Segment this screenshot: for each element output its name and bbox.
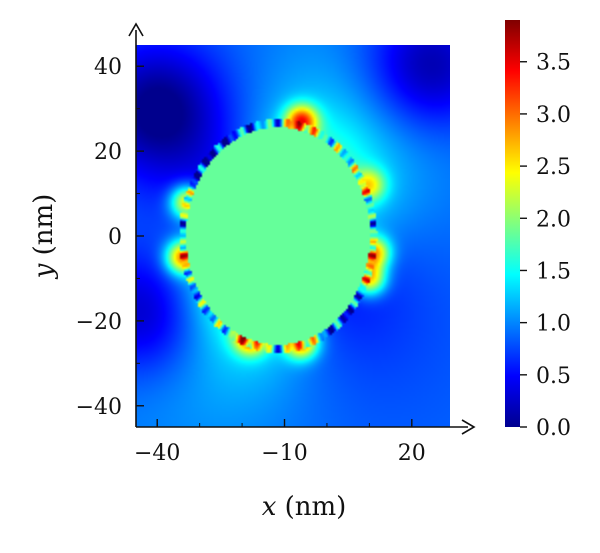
y-tick-label: −20 <box>76 310 122 335</box>
colorbar-tick-label: 3.0 <box>536 103 571 128</box>
y-tick-label: 40 <box>94 55 122 80</box>
colorbar-tick-label: 0.5 <box>536 364 571 389</box>
colorbar-ticks: 0.0 0.5 1.0 1.5 2.0 2.5 3.0 3.5 <box>520 51 571 441</box>
x-tick-label: −10 <box>261 441 307 466</box>
colorbar-tick-label: 1.5 <box>536 259 571 284</box>
y-tick-label: 20 <box>94 140 122 165</box>
x-axis-arrow-icon <box>461 419 476 435</box>
colorbar-tick-label: 2.0 <box>536 207 571 232</box>
y-tick-label: 0 <box>108 225 122 250</box>
y-ticks: 40 20 0 −20 −40 <box>76 55 144 420</box>
colorbar-tick-label: 2.5 <box>536 155 571 180</box>
colorbar: 0.0 0.5 1.0 1.5 2.0 2.5 3.0 3.5 <box>505 20 571 441</box>
y-axis-arrow-icon <box>128 22 144 37</box>
x-axis-label: x (nm) <box>262 492 347 522</box>
y-axis: 40 20 0 −20 −40 <box>76 22 144 427</box>
colorbar-tick-label: 3.5 <box>536 51 571 76</box>
x-tick-label: −40 <box>134 441 180 466</box>
x-ticks: −40 −10 20 <box>134 419 426 466</box>
y-tick-label: −40 <box>76 395 122 420</box>
heatmap-image <box>136 45 450 427</box>
y-axis-label: y (nm) <box>29 194 59 280</box>
colorbar-gradient <box>505 20 520 427</box>
x-tick-label: 20 <box>398 441 426 466</box>
heatmap-area <box>136 45 450 427</box>
x-axis: −40 −10 20 <box>134 419 476 466</box>
colorbar-tick-label: 0.0 <box>536 416 571 441</box>
colorbar-tick-label: 1.0 <box>536 312 571 337</box>
